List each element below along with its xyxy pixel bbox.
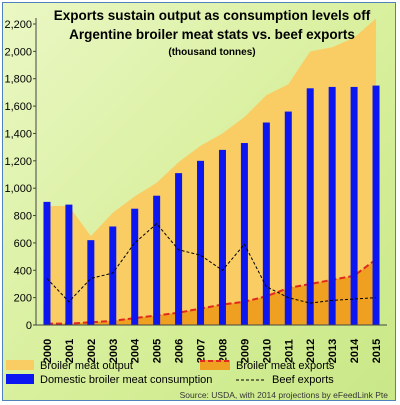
chart-subtitle: Argentine broiler meat stats vs. beef ex… bbox=[69, 27, 355, 42]
bar-domestic-consumption-2014 bbox=[350, 86, 358, 325]
y-tick-label: 0 bbox=[26, 320, 32, 332]
legend-label-broiler-meat-output: Broiler meat output bbox=[40, 360, 133, 372]
y-tick-label: 1,000 bbox=[4, 183, 32, 195]
chart-source: Source: USDA, with 2014 projections by e… bbox=[180, 390, 389, 400]
x-tick-label: 2003 bbox=[108, 339, 120, 363]
x-tick-label: 2012 bbox=[305, 339, 317, 363]
y-tick-label: 1,200 bbox=[4, 156, 32, 168]
y-tick-label: 600 bbox=[14, 238, 32, 250]
chart-title: Exports sustain output as consumption le… bbox=[54, 8, 371, 23]
y-tick-label: 2,000 bbox=[4, 46, 32, 58]
x-tick-label: 2010 bbox=[261, 339, 273, 363]
bar-domestic-consumption-2000 bbox=[43, 201, 51, 325]
bar-domestic-consumption-2007 bbox=[197, 160, 205, 325]
legend-swatch-broiler-meat-exports bbox=[200, 360, 230, 370]
legend-swatch-domestic-consumption bbox=[6, 374, 34, 384]
legend-label-beef-exports: Beef exports bbox=[272, 374, 334, 386]
x-tick-label: 2014 bbox=[349, 338, 361, 363]
x-tick-label: 2007 bbox=[196, 339, 208, 363]
x-tick-label: 2009 bbox=[239, 339, 251, 363]
bar-domestic-consumption-2005 bbox=[153, 195, 161, 325]
x-tick-label: 2008 bbox=[217, 339, 229, 363]
bar-domestic-consumption-2009 bbox=[240, 143, 248, 325]
series-line-broiler-meat-exports bbox=[46, 258, 377, 325]
series-area-broiler-meat-exports bbox=[46, 259, 377, 325]
x-tick-label: 2005 bbox=[152, 339, 164, 363]
y-tick-label: 1,800 bbox=[4, 74, 32, 86]
x-tick-label: 2001 bbox=[64, 339, 76, 363]
bar-domestic-consumption-2012 bbox=[306, 88, 314, 326]
bar-domestic-consumption-2008 bbox=[218, 149, 226, 325]
y-tick-label: 1,600 bbox=[4, 101, 32, 113]
x-tick-label: 2011 bbox=[283, 339, 295, 363]
y-tick-label: 1,400 bbox=[4, 128, 32, 140]
x-tick-label: 2004 bbox=[130, 338, 142, 363]
bar-domestic-consumption-2013 bbox=[328, 86, 336, 325]
legend-label-domestic-consumption: Domestic broiler meat consumption bbox=[40, 374, 212, 386]
y-tick-label: 800 bbox=[14, 211, 32, 223]
y-tick-label: 2,200 bbox=[4, 19, 32, 31]
x-tick-label: 2000 bbox=[42, 339, 54, 363]
chart-unit-note: (thousand tonnes) bbox=[168, 47, 255, 58]
series-area-broiler-meat-output bbox=[46, 18, 377, 325]
legend: Broiler meat output Broiler meat exports D… bbox=[6, 360, 335, 386]
x-tick-label: 2013 bbox=[327, 339, 339, 363]
bar-domestic-consumption-2010 bbox=[262, 122, 270, 325]
x-tick-label: 2006 bbox=[174, 339, 186, 363]
bar-domestic-consumption-2011 bbox=[284, 111, 292, 326]
bar-domestic-consumption-2001 bbox=[65, 204, 73, 325]
bar-domestic-consumption-2015 bbox=[372, 85, 380, 326]
x-tick-label: 2015 bbox=[371, 339, 383, 363]
series-line-beef-exports bbox=[46, 223, 377, 304]
bar-domestic-consumption-2003 bbox=[109, 226, 117, 325]
y-tick-label: 200 bbox=[14, 293, 32, 305]
x-tick-label: 2002 bbox=[86, 339, 98, 363]
legend-swatch-broiler-meat-output bbox=[6, 360, 34, 370]
y-tick-label: 400 bbox=[14, 265, 32, 277]
bar-domestic-consumption-2004 bbox=[131, 208, 139, 325]
bar-domestic-consumption-2002 bbox=[87, 240, 95, 325]
legend-label-broiler-meat-exports: Broiler meat exports bbox=[236, 360, 335, 372]
